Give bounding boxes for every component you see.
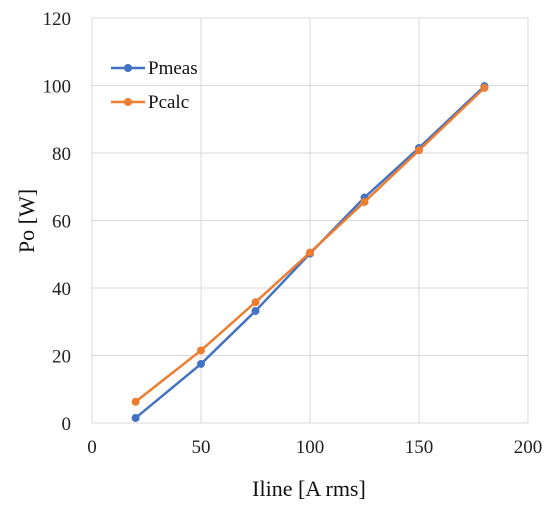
y-tick-label: 0 xyxy=(62,414,72,435)
series-layer xyxy=(131,82,489,422)
legend: Pmeas Pcalc xyxy=(111,58,198,113)
data-point xyxy=(306,248,314,257)
x-tick-label: 50 xyxy=(192,437,211,458)
y-tick-label: 40 xyxy=(52,279,71,300)
data-point xyxy=(360,197,369,206)
data-point xyxy=(415,146,423,155)
legend-item-pcalc: Pcalc xyxy=(111,92,189,113)
data-point xyxy=(197,346,205,355)
y-tick-label: 120 xyxy=(43,9,72,30)
y-tick-label: 60 xyxy=(52,212,71,233)
series-pcalc xyxy=(131,83,489,406)
x-tick-label: 200 xyxy=(514,437,543,458)
y-tick-label: 80 xyxy=(52,144,71,165)
data-point xyxy=(251,306,260,315)
legend-item-pmeas: Pmeas xyxy=(111,58,198,79)
data-point xyxy=(131,413,140,422)
y-tick-label: 100 xyxy=(43,77,72,98)
x-tick-label: 0 xyxy=(87,437,97,458)
y-tick-label: 20 xyxy=(52,347,71,368)
y-axis-title: Po [W] xyxy=(14,189,39,253)
data-point xyxy=(131,397,140,406)
legend-label: Pcalc xyxy=(148,92,189,113)
legend-swatch-marker xyxy=(124,64,132,72)
data-point xyxy=(480,83,489,92)
legend-swatch-marker xyxy=(124,98,132,106)
x-axis-title: Iline [A rms] xyxy=(252,476,366,501)
y-axis-ticks: 0 20 40 60 80 100 120 xyxy=(43,9,72,435)
legend-label: Pmeas xyxy=(148,58,198,79)
x-tick-label: 150 xyxy=(405,437,434,458)
data-point xyxy=(251,298,260,307)
data-point xyxy=(197,359,205,368)
x-tick-label: 100 xyxy=(296,437,325,458)
x-axis-ticks: 0 50 100 150 200 xyxy=(87,437,542,458)
grid xyxy=(91,17,529,424)
